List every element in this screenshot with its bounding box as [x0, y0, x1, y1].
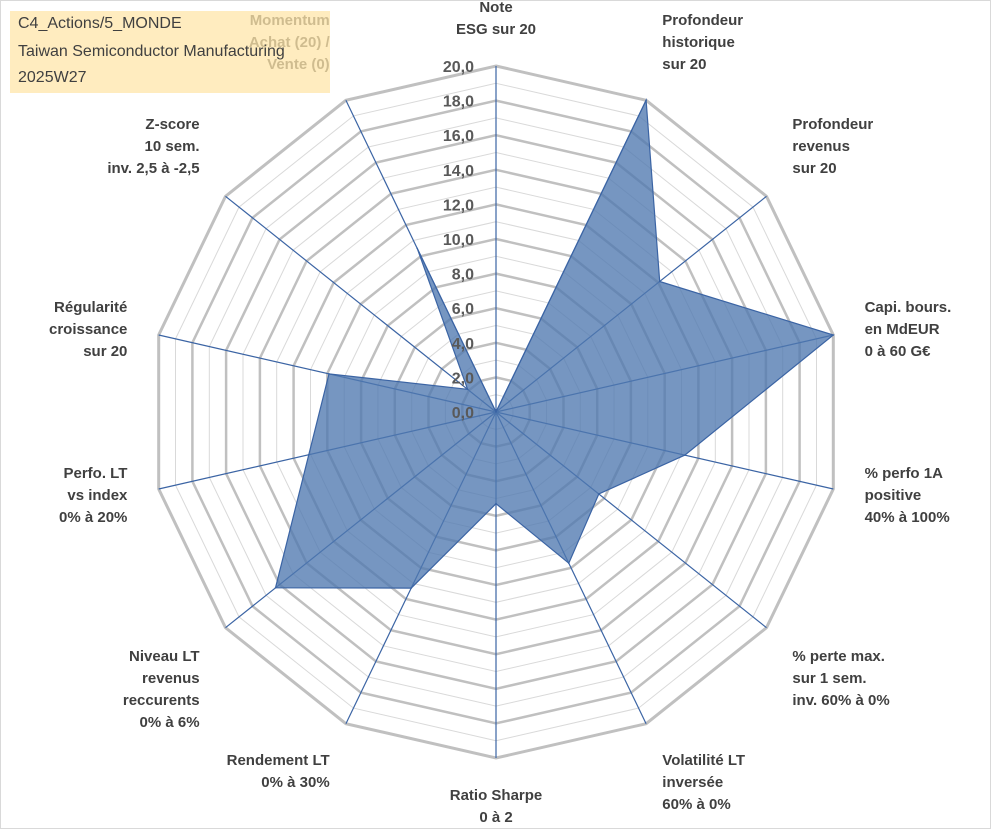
axis-label: Note ESG sur 20 [456, 0, 536, 38]
axis-spoke [225, 195, 497, 413]
axis-label-line: en MdEUR [865, 321, 940, 338]
data-point [495, 411, 497, 413]
axis-label-line: 40% à 100% [865, 509, 950, 526]
chart-title-week: 2025W27 [18, 69, 87, 86]
data-point [410, 587, 413, 589]
tick-label: 10,0 [443, 232, 474, 249]
tick-label: 4,0 [452, 336, 474, 353]
data-point [328, 373, 330, 375]
series-area [274, 98, 835, 589]
chart-title-company: Taiwan Semiconductor Manufacturing [18, 43, 285, 60]
radar-series [274, 98, 835, 589]
axis-label-line: revenus [142, 670, 200, 687]
axis-label: Z-score 10 sem. inv. 2,5 à -2,5 [107, 116, 199, 177]
tick-label: 2,0 [452, 370, 474, 387]
axis-label-line: Régularité [54, 299, 127, 316]
axis-label: Capi. bours. en MdEUR 0 à 60 G€ [865, 299, 952, 360]
axis-label-line: 10 sem. [145, 138, 200, 155]
data-point [568, 562, 570, 564]
data-point [466, 388, 469, 391]
axis-label: Perfo. LT vs index 0% à 20% [59, 465, 128, 526]
axis-label-line: sur 20 [792, 160, 836, 177]
axis-label-line: 0% à 30% [261, 774, 329, 791]
chart-title-box [10, 11, 330, 93]
axis-label-line: sur 1 sem. [792, 670, 866, 687]
axis-label: Ratio Sharpe 0 à 2 [450, 787, 543, 826]
tick-label: 8,0 [452, 267, 474, 284]
axis-label-line: positive [865, 487, 922, 504]
tick-label: 18,0 [443, 94, 474, 111]
axis-label-line: Capi. bours. [865, 299, 952, 316]
tick-label: 12,0 [443, 197, 474, 214]
axis-label-line: Note [479, 0, 512, 16]
data-point [645, 99, 647, 102]
tick-label: 20,0 [443, 59, 474, 76]
tick-label: 16,0 [443, 128, 474, 145]
axis-label: Niveau LT revenus reccurents 0% à 6% [123, 648, 200, 731]
axis-label-line: ESG sur 20 [456, 21, 536, 38]
chart-title-path: C4_Actions/5_MONDE [18, 15, 182, 32]
axis-label-line: Profondeur [792, 116, 873, 133]
axis-label-line: 0% à 20% [59, 509, 127, 526]
axis-label-line: Perfo. LT [64, 465, 128, 482]
data-point [658, 280, 661, 283]
data-point [416, 247, 419, 250]
axis-label-line: Rendement LT [227, 752, 330, 769]
data-point [832, 334, 835, 336]
data-point [495, 502, 497, 505]
axis-label: Profondeur revenus sur 20 [792, 116, 873, 177]
data-point [684, 454, 686, 456]
axis-label-line: inv. 2,5 à -2,5 [107, 160, 199, 177]
tick-label: 0,0 [452, 405, 474, 422]
axis-label: Régularité croissance sur 20 [49, 299, 127, 360]
axis-label-line: Volatilité LT [662, 752, 745, 769]
axis-label: % perte max. sur 1 sem. inv. 60% à 0% [792, 648, 889, 709]
axis-label-line: reccurents [123, 692, 200, 709]
axis-label-line: Ratio Sharpe [450, 787, 543, 804]
axis-label-line: Z-score [145, 116, 199, 133]
axis-label: Volatilité LT inversée 60% à 0% [662, 752, 745, 813]
axis-label-line: vs index [67, 487, 128, 504]
axis-label: % perfo 1A positive 40% à 100% [865, 465, 950, 526]
axis-label-line: 0 à 2 [479, 809, 512, 826]
axis-label-line: 0% à 6% [140, 714, 200, 731]
axis-label-line: inv. 60% à 0% [792, 692, 889, 709]
axis-label-line: historique [662, 34, 735, 51]
axis-label-line: revenus [792, 138, 850, 155]
data-point [274, 587, 277, 589]
tick-label: 14,0 [443, 163, 474, 180]
axis-label-line: inversée [662, 774, 723, 791]
axis-label-line: % perfo 1A [865, 465, 944, 482]
axis-label-line: 60% à 0% [662, 796, 730, 813]
axis-label-line: croissance [49, 321, 127, 338]
axis-label-line: % perte max. [792, 648, 885, 665]
data-point [308, 453, 310, 456]
axis-label-line: sur 20 [662, 56, 706, 73]
data-point [598, 493, 600, 495]
axis-label-line: Profondeur [662, 12, 743, 29]
radar-tick-labels: 0,0 2,0 4,0 6,0 8,0 10,0 12,0 14,0 16,0 18,0 20,0 [443, 59, 474, 422]
axis-label: Profondeur historique sur 20 [662, 12, 743, 73]
tick-label: 6,0 [452, 301, 474, 318]
axis-label-line: sur 20 [83, 343, 127, 360]
axis-label-line: 0 à 60 G€ [865, 343, 932, 360]
axis-label: Rendement LT 0% à 30% [227, 752, 330, 791]
axis-label-line: Niveau LT [129, 648, 200, 665]
